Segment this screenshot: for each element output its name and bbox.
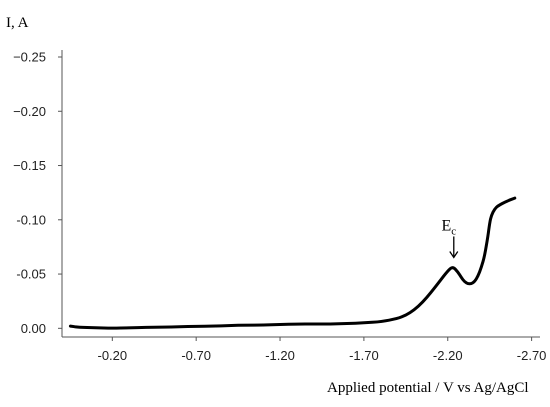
axes <box>58 50 540 341</box>
series-line <box>68 196 517 330</box>
y-tick-label: −0.15 <box>13 158 46 173</box>
y-tick-label: -0.10 <box>16 212 46 227</box>
plot-area <box>68 196 517 330</box>
annotations: Ec <box>441 217 459 259</box>
y-tick-label: −0.25 <box>13 50 46 65</box>
tick-labels: −0.25 −0.20 −0.15 -0.10 -0.05 0.00 -0.20 -0.70 -… <box>13 50 546 364</box>
x-tick-label: -1.70 <box>349 348 379 363</box>
y-tick-label: −0.20 <box>13 104 46 119</box>
x-tick-label: -0.70 <box>181 348 211 363</box>
peak-annotation-subscript: c <box>451 225 456 237</box>
y-tick-label: 0.00 <box>21 321 46 336</box>
y-axis-title: I, A <box>6 15 29 31</box>
x-axis-title: Applied potential / V vs Ag/AgCl <box>327 380 529 396</box>
x-tick-label: -0.20 <box>97 348 127 363</box>
y-tick-label: -0.05 <box>16 267 46 282</box>
x-tick-label: -2.20 <box>433 348 463 363</box>
x-tick-label: -1.20 <box>265 348 295 363</box>
peak-annotation-label: Ec <box>441 217 456 237</box>
x-tick-label: -2.70 <box>517 348 547 363</box>
down-arrow-head-icon <box>449 251 459 259</box>
